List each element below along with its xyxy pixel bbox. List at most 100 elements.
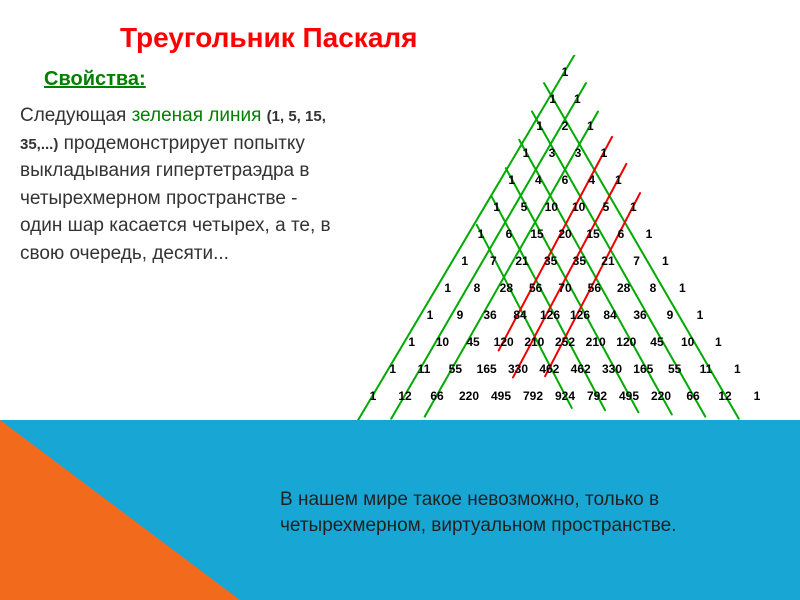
triangle-cell: 1 [741, 389, 773, 403]
triangle-cell: 84 [505, 308, 535, 322]
triangle-row: 1115516533046246233016555111 [377, 362, 753, 376]
triangle-cell: 7 [622, 254, 651, 268]
triangle-cell: 21 [508, 254, 537, 268]
triangle-cell: 210 [519, 335, 550, 349]
triangle-cell: 35 [565, 254, 594, 268]
triangle-row: 172135352171 [450, 254, 679, 268]
triangle-row: 15101051 [483, 200, 647, 214]
triangle-row: 121 [527, 119, 603, 133]
triangle-cell: 252 [550, 335, 581, 349]
triangle-cell: 3 [539, 146, 565, 160]
triangle-cell: 4 [578, 173, 605, 187]
triangle-cell: 1 [605, 173, 632, 187]
page-title: Треугольник Паскаля [120, 22, 418, 54]
triangle-cell: 3 [565, 146, 591, 160]
triangle-cell: 330 [596, 362, 627, 376]
triangle-cell: 36 [625, 308, 655, 322]
triangle-row: 1104512021025221012045101 [396, 335, 733, 349]
triangle-cell: 330 [502, 362, 533, 376]
triangle-cell: 55 [659, 362, 690, 376]
triangle-cell: 12 [709, 389, 741, 403]
triangle-cell: 120 [488, 335, 519, 349]
triangle-cell: 1 [685, 308, 715, 322]
triangle-cell: 126 [565, 308, 595, 322]
triangle-cell: 20 [551, 227, 579, 241]
triangle-cell: 1 [635, 227, 663, 241]
triangle-cell: 66 [421, 389, 453, 403]
triangle-row: 14641 [498, 173, 631, 187]
triangle-cell: 6 [495, 227, 523, 241]
triangle-cell: 9 [655, 308, 685, 322]
triangle-cell: 1 [467, 227, 495, 241]
triangle-cell: 1 [540, 92, 565, 106]
triangle-cell: 5 [592, 200, 619, 214]
triangle-row: 1615201561 [467, 227, 663, 241]
triangle-cell: 10 [427, 335, 458, 349]
triangle-cell: 495 [613, 389, 645, 403]
triangle-cell: 35 [536, 254, 565, 268]
triangle-cell: 56 [521, 281, 550, 295]
triangle-cell: 8 [462, 281, 491, 295]
triangle-cell: 66 [677, 389, 709, 403]
triangle-row: 11 [540, 92, 589, 106]
triangle-cell: 1 [565, 92, 590, 106]
triangle-cell: 10 [538, 200, 565, 214]
triangle-cell: 165 [628, 362, 659, 376]
triangle-cell: 56 [580, 281, 609, 295]
triangle-cell: 2 [552, 119, 577, 133]
triangle-cell: 1 [450, 254, 479, 268]
triangle-cell: 11 [690, 362, 721, 376]
triangle-cell: 55 [440, 362, 471, 376]
triangle-cell: 1 [722, 362, 753, 376]
triangle-cell: 924 [549, 389, 581, 403]
triangle-row: 1 [553, 65, 577, 79]
triangle-cell: 462 [534, 362, 565, 376]
triangle-cell: 7 [479, 254, 508, 268]
bottom-caption: В нашем мире такое невозможно, только в … [280, 487, 720, 540]
triangle-row: 1331 [513, 146, 617, 160]
triangle-row: 1126622049579292479249522066121 [357, 389, 773, 403]
triangle-cell: 45 [642, 335, 673, 349]
triangle-row: 18285670562881 [433, 281, 697, 295]
triangle-cell: 1 [527, 119, 552, 133]
triangle-cell: 15 [523, 227, 551, 241]
triangle-row: 193684126126843691 [415, 308, 715, 322]
triangle-cell: 28 [492, 281, 521, 295]
triangle-cell: 28 [609, 281, 638, 295]
text-a: Следующая [20, 105, 132, 126]
triangle-cell: 1 [377, 362, 408, 376]
triangle-cell: 10 [565, 200, 592, 214]
triangle-cell: 8 [638, 281, 667, 295]
triangle-cell: 84 [595, 308, 625, 322]
triangle-cell: 6 [552, 173, 579, 187]
triangle-cell: 1 [703, 335, 734, 349]
triangle-cell: 120 [611, 335, 642, 349]
triangle-cell: 1 [415, 308, 445, 322]
triangle-cell: 4 [525, 173, 552, 187]
triangle-cell: 1 [513, 146, 539, 160]
triangle-cell: 1 [651, 254, 680, 268]
triangle-cell: 9 [445, 308, 475, 322]
triangle-cell: 1 [668, 281, 697, 295]
orange-triangle-shape [0, 420, 240, 600]
triangle-cell: 5 [510, 200, 537, 214]
pascal-triangle-diagram: 1111211331146411510105116152015611721353… [350, 55, 780, 425]
triangle-cell: 21 [594, 254, 623, 268]
main-description: Следующая зеленая линия (1, 5, 15, 35,..… [20, 102, 340, 267]
triangle-cell: 1 [591, 146, 617, 160]
triangle-cell: 1 [620, 200, 647, 214]
triangle-cell: 1 [553, 65, 577, 79]
triangle-cell: 10 [672, 335, 703, 349]
triangle-cell: 462 [565, 362, 596, 376]
triangle-cell: 36 [475, 308, 505, 322]
triangle-cell: 1 [396, 335, 427, 349]
triangle-cell: 220 [453, 389, 485, 403]
triangle-cell: 210 [580, 335, 611, 349]
triangle-cell: 495 [485, 389, 517, 403]
triangle-cell: 792 [517, 389, 549, 403]
triangle-cell: 792 [581, 389, 613, 403]
text-green: зеленая линия [132, 105, 267, 126]
triangle-cell: 11 [408, 362, 439, 376]
triangle-cell: 15 [579, 227, 607, 241]
triangle-cell: 45 [458, 335, 489, 349]
